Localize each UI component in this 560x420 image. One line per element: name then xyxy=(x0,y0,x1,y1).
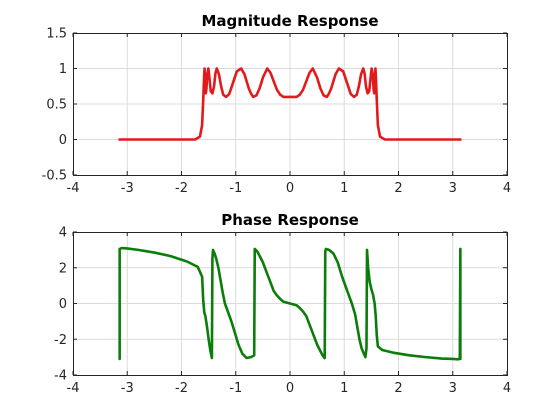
phase-series-line xyxy=(118,246,462,361)
magnitude-ytick-label: 1 xyxy=(59,62,67,77)
magnitude-xtick-label: -4 xyxy=(67,181,80,196)
magnitude-xtick-label: -3 xyxy=(121,181,134,196)
magnitude-xtick-label: 3 xyxy=(449,181,457,196)
magnitude-title: Magnitude Response xyxy=(201,12,378,30)
phase-xtick-label: -4 xyxy=(67,381,80,396)
phase-grid xyxy=(73,232,507,375)
magnitude-ytick-label: 0 xyxy=(59,133,67,148)
magnitude-xtick-label: -2 xyxy=(175,181,188,196)
phase-xtick-label: 4 xyxy=(503,381,511,396)
phase-ytick-label: 0 xyxy=(59,297,67,312)
magnitude-xtick-label: 0 xyxy=(286,181,294,196)
magnitude-ytick-label: -0.5 xyxy=(42,169,67,184)
phase-xtick-label: 0 xyxy=(286,381,294,396)
phase-title: Phase Response xyxy=(221,211,359,229)
magnitude-panel: -4 -3 -2 -1 0 1 2 3 4 -0.5 0 0.5 1 1.5 Magnitude Respo… xyxy=(42,12,512,196)
magnitude-xtick-label: 1 xyxy=(340,181,348,196)
magnitude-xtick-label: 2 xyxy=(394,181,402,196)
phase-xtick-label: 1 xyxy=(340,381,348,396)
magnitude-xtick-label: -1 xyxy=(229,181,242,196)
magnitude-xtick-label: 4 xyxy=(503,181,511,196)
phase-xtick-label: 2 xyxy=(394,381,402,396)
magnitude-ytick-label: 1.5 xyxy=(46,27,67,42)
phase-ytick-label: -2 xyxy=(54,333,67,348)
magnitude-ytick-label: 0.5 xyxy=(46,98,67,113)
phase-xtick-label: -1 xyxy=(229,381,242,396)
phase-ytick-label: 2 xyxy=(59,261,67,276)
magnitude-series-line xyxy=(118,67,462,141)
phase-ytick-label: 4 xyxy=(59,226,67,241)
phase-xtick-label: -3 xyxy=(121,381,134,396)
phase-ytick-label: -4 xyxy=(54,369,67,384)
phase-xtick-label: -2 xyxy=(175,381,188,396)
phase-xtick-label: 3 xyxy=(449,381,457,396)
phase-panel: -4 -3 -2 -1 0 1 2 3 4 -4 -2 0 2 4 Phase Response xyxy=(54,211,511,396)
